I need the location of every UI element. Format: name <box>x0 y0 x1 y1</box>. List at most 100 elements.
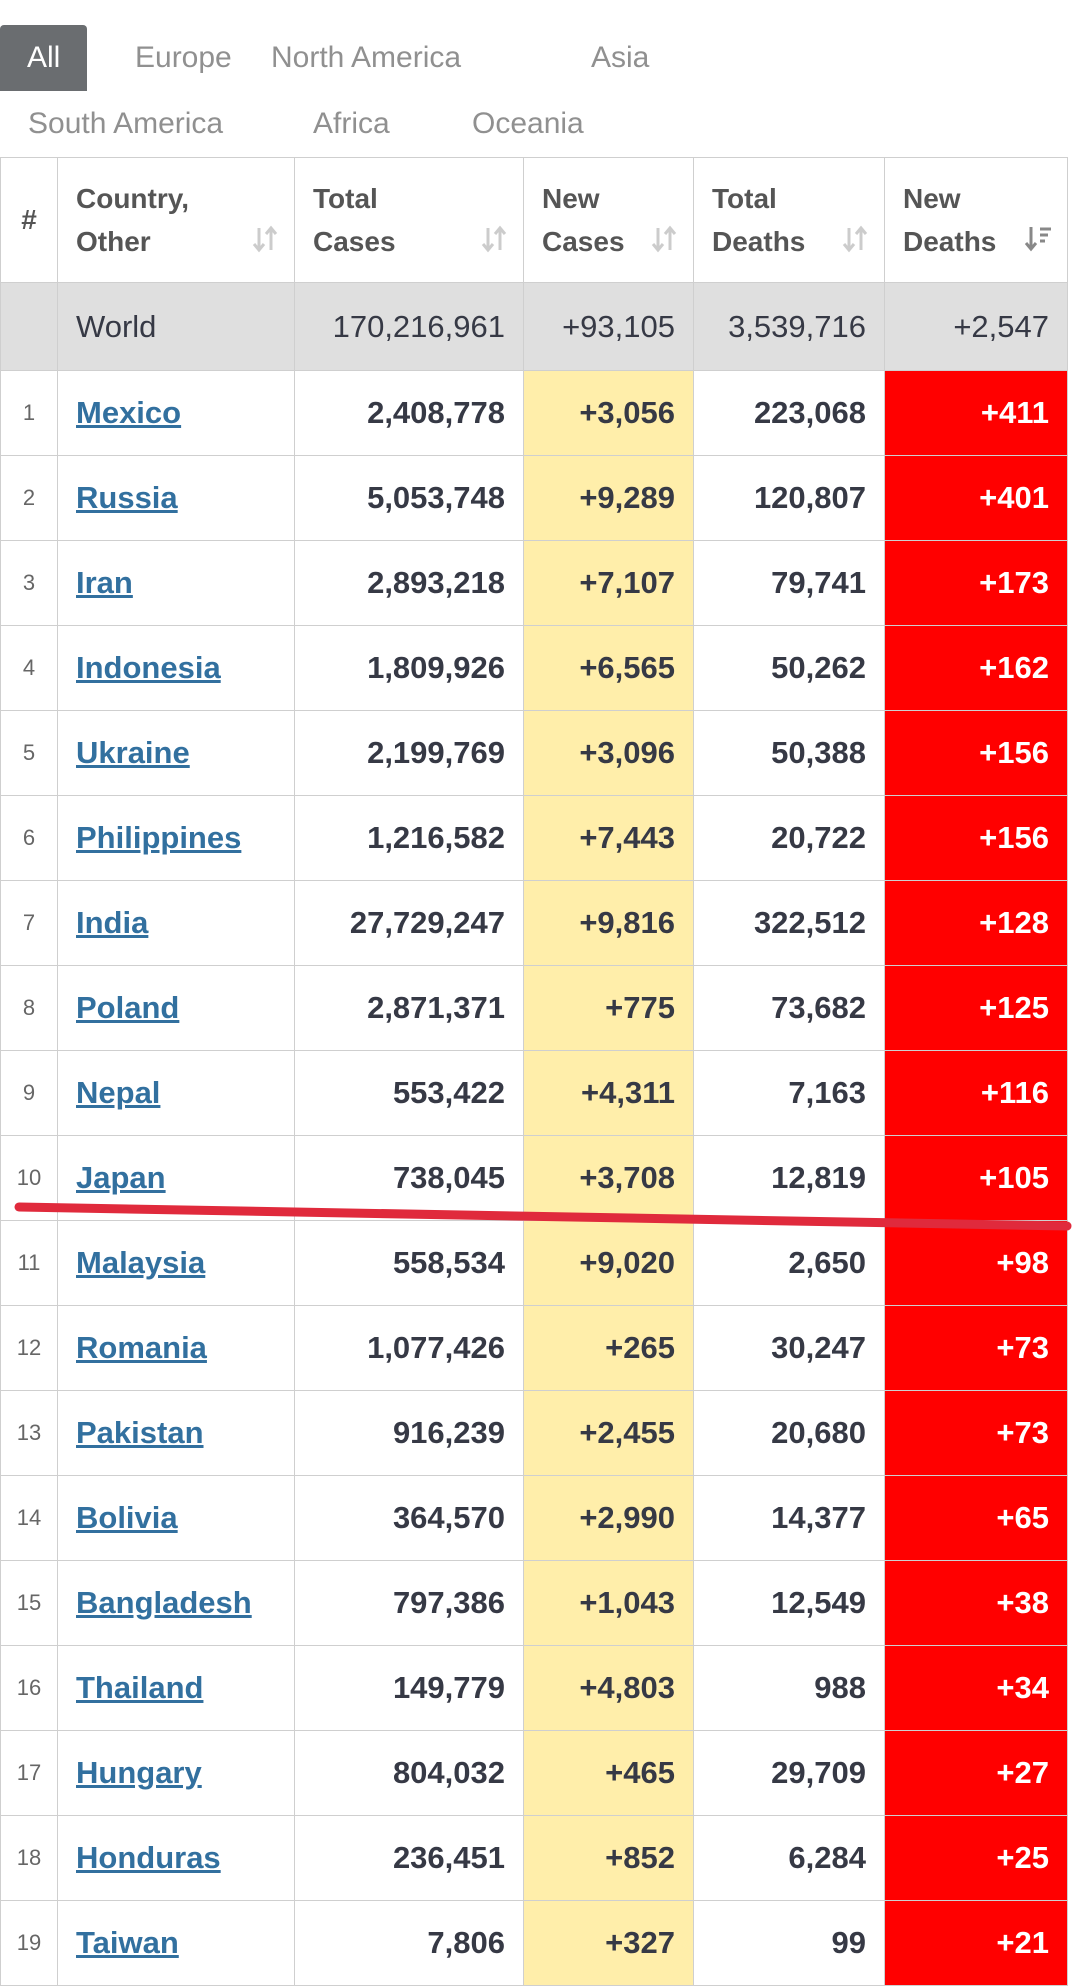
world-cell: +93,105 <box>523 282 694 371</box>
country-link[interactable]: Thailand <box>76 1670 204 1705</box>
header-row: # Country, Other Total Cases New Cases Total… <box>0 157 1068 283</box>
region-tab[interactable]: Europe <box>135 41 232 74</box>
region-tabs: All Europe North America Asia South America A… <box>0 25 1077 155</box>
covid-table: # Country, Other Total Cases New Cases Total… <box>0 157 1068 1986</box>
country-cell: Iran <box>57 540 295 626</box>
region-tab[interactable]: Oceania <box>472 107 584 140</box>
value-cell: +465 <box>523 1730 694 1816</box>
region-tab[interactable]: North America <box>271 41 462 74</box>
country-link[interactable]: Mexico <box>76 395 182 430</box>
country-link[interactable]: Russia <box>76 480 178 515</box>
value-cell: +73 <box>884 1305 1068 1391</box>
sort-button[interactable] <box>840 224 870 261</box>
value-cell: 79,741 <box>693 540 885 626</box>
country-cell: Mexico <box>57 370 295 456</box>
country-link[interactable]: Ukraine <box>76 735 190 770</box>
value-cell: 236,451 <box>294 1815 524 1901</box>
value-cell: +2,455 <box>523 1390 694 1476</box>
value-cell: +7,107 <box>523 540 694 626</box>
country-cell: Nepal <box>57 1050 295 1136</box>
country-link[interactable]: Honduras <box>76 1840 221 1875</box>
column-header[interactable]: Total Cases <box>294 157 524 283</box>
country-row: 8 Poland 2,871,371 +775 73,682 +125 <box>0 965 1068 1051</box>
country-link[interactable]: Taiwan <box>76 1925 179 1960</box>
value-cell: +1,043 <box>523 1560 694 1646</box>
value-cell: +125 <box>884 965 1068 1051</box>
region-tab[interactable]: South America <box>28 107 224 140</box>
value-cell: +73 <box>884 1390 1068 1476</box>
value-cell: +265 <box>523 1305 694 1391</box>
value-cell: 50,262 <box>693 625 885 711</box>
country-link[interactable]: Philippines <box>76 820 242 855</box>
sort-button[interactable] <box>1023 224 1053 261</box>
sort-button[interactable] <box>479 224 509 261</box>
rank-cell: 8 <box>0 965 58 1051</box>
country-cell: Honduras <box>57 1815 295 1901</box>
sort-icon[interactable] <box>250 224 280 254</box>
region-tab[interactable]: All <box>0 25 88 91</box>
sort-button[interactable] <box>649 224 679 261</box>
column-header[interactable]: Total Deaths <box>693 157 885 283</box>
country-link[interactable]: Bolivia <box>76 1500 178 1535</box>
value-cell: +775 <box>523 965 694 1051</box>
value-cell: +9,020 <box>523 1220 694 1306</box>
value-cell: 12,549 <box>693 1560 885 1646</box>
sort-button[interactable] <box>250 224 280 261</box>
country-cell: Russia <box>57 455 295 541</box>
rank-cell: 9 <box>0 1050 58 1136</box>
country-row: 16 Thailand 149,779 +4,803 988 +34 <box>0 1645 1068 1731</box>
sort-icon[interactable] <box>479 224 509 254</box>
value-cell: +27 <box>884 1730 1068 1816</box>
header-label: New Deaths <box>903 183 997 257</box>
sort-icon[interactable] <box>649 224 679 254</box>
rank-cell: 15 <box>0 1560 58 1646</box>
value-cell: +401 <box>884 455 1068 541</box>
sort-icon[interactable] <box>1023 224 1053 254</box>
sort-icon[interactable] <box>840 224 870 254</box>
country-link[interactable]: India <box>76 905 149 940</box>
country-cell: Hungary <box>57 1730 295 1816</box>
value-cell: +98 <box>884 1220 1068 1306</box>
country-link[interactable]: Bangladesh <box>76 1585 252 1620</box>
column-header[interactable]: Country, Other <box>57 157 295 283</box>
header-label: Total Deaths <box>712 183 806 257</box>
rank-cell: 5 <box>0 710 58 796</box>
country-row: 6 Philippines 1,216,582 +7,443 20,722 +156 <box>0 795 1068 881</box>
value-cell: 27,729,247 <box>294 880 524 966</box>
country-link[interactable]: Iran <box>76 565 133 600</box>
country-row: 13 Pakistan 916,239 +2,455 20,680 +73 <box>0 1390 1068 1476</box>
country-link[interactable]: Indonesia <box>76 650 221 685</box>
rank-cell: 6 <box>0 795 58 881</box>
column-header[interactable]: New Deaths <box>884 157 1068 283</box>
column-header[interactable]: New Cases <box>523 157 694 283</box>
value-cell: +9,289 <box>523 455 694 541</box>
value-cell: +4,803 <box>523 1645 694 1731</box>
country-link[interactable]: Hungary <box>76 1755 202 1790</box>
region-tab[interactable]: Africa <box>313 107 390 140</box>
country-cell: Bangladesh <box>57 1560 295 1646</box>
value-cell: 553,422 <box>294 1050 524 1136</box>
value-cell: +9,816 <box>523 880 694 966</box>
value-cell: 14,377 <box>693 1475 885 1561</box>
country-cell: Poland <box>57 965 295 1051</box>
country-link[interactable]: Malaysia <box>76 1245 206 1280</box>
country-link[interactable]: Romania <box>76 1330 207 1365</box>
value-cell: +65 <box>884 1475 1068 1561</box>
value-cell: 223,068 <box>693 370 885 456</box>
country-link[interactable]: Poland <box>76 990 180 1025</box>
country-link[interactable]: Pakistan <box>76 1415 204 1450</box>
value-cell: 1,809,926 <box>294 625 524 711</box>
rank-cell: 19 <box>0 1900 58 1986</box>
country-row: 9 Nepal 553,422 +4,311 7,163 +116 <box>0 1050 1068 1136</box>
country-link[interactable]: Nepal <box>76 1075 161 1110</box>
value-cell: 2,893,218 <box>294 540 524 626</box>
country-link[interactable]: Japan <box>76 1160 166 1195</box>
table-body: World 170,216,961 +93,105 3,539,716 +2,547 1 M… <box>0 282 1068 1986</box>
region-tab[interactable]: Asia <box>591 41 650 74</box>
value-cell: +173 <box>884 540 1068 626</box>
value-cell: 738,045 <box>294 1135 524 1221</box>
value-cell: +327 <box>523 1900 694 1986</box>
value-cell: 5,053,748 <box>294 455 524 541</box>
rank-cell: 2 <box>0 455 58 541</box>
rank-cell <box>0 282 58 371</box>
